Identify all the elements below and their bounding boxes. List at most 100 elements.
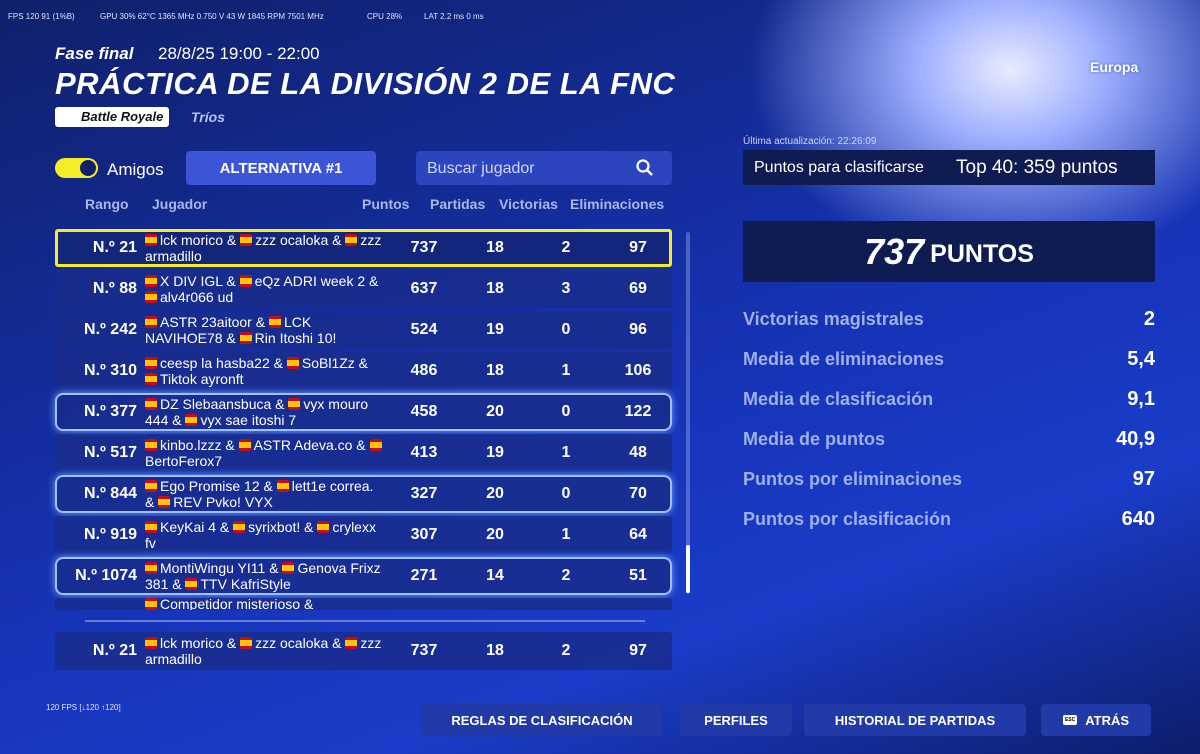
button-label: HISTORIAL DE PARTIDAS	[834, 712, 996, 728]
column-header: Victorias	[499, 196, 558, 212]
wins: 0	[561, 403, 571, 420]
footer-button[interactable]: PERFILES	[680, 704, 792, 736]
flag	[185, 414, 198, 426]
stat-value: 640	[1121, 508, 1155, 530]
points: 271	[410, 567, 438, 584]
player-name: syrixbot! &	[248, 519, 314, 535]
stat-label: Media de clasificación	[743, 389, 934, 409]
qualify-value: Top 40: 359 puntos	[956, 157, 1118, 178]
mode: Battle Royale	[81, 109, 164, 124]
column-header: Eliminaciones	[570, 196, 665, 212]
rank: N.º 377	[84, 403, 137, 420]
player-name: Tiktok ayronft	[160, 371, 244, 387]
leaderboard-row[interactable]: N.º 21 lck morico & zzz ocaloka & zzz arm…	[55, 229, 672, 267]
friends-toggle[interactable]	[55, 158, 98, 178]
player-name: kinbo.lzzz &	[160, 437, 235, 453]
search-box[interactable]: Buscar jugador	[416, 151, 672, 185]
player-name: MontiWingu YI11 &	[160, 560, 279, 576]
elims: 64	[629, 526, 647, 543]
rank: N.º 310	[84, 362, 137, 379]
flag	[282, 562, 295, 574]
player-name: crylexx fv	[145, 519, 376, 551]
players: Competidor misterioso &	[145, 598, 385, 610]
player-name: BertoFerox7	[145, 453, 223, 469]
flag	[145, 562, 157, 574]
stat-value: 97	[1132, 468, 1155, 490]
wins: 2	[561, 239, 571, 256]
rank: N.º 88	[92, 280, 137, 297]
leaderboard-row[interactable]: N.º 377 DZ Slebaansbuca & vyx mouro 444 &…	[55, 393, 672, 431]
flag	[233, 521, 246, 533]
stat-value: 5,4	[1127, 348, 1155, 370]
points-unit: PUNTOS	[930, 240, 1034, 268]
flag	[238, 439, 251, 451]
rank: N.º 919	[84, 526, 137, 543]
leaderboard-row[interactable]: N.º 919 KeyKai 4 & syrixbot! & crylexx fv…	[55, 516, 672, 554]
scrollbar[interactable]	[686, 232, 690, 594]
leaderboard-row[interactable]: Competidor misterioso &	[55, 598, 672, 610]
flag	[345, 234, 358, 246]
wins: 0	[561, 485, 571, 502]
flag	[145, 598, 157, 610]
player-name: lett1e correa. &	[145, 478, 374, 510]
flag	[369, 439, 382, 451]
leaderboard-row[interactable]: N.º 21 lck morico & zzz ocaloka & zzz arm…	[55, 632, 672, 670]
footer-button[interactable]: REGLAS DE CLASIFICACIÓN	[421, 704, 663, 736]
leaderboard-row[interactable]: N.º 517 kinbo.lzzz & ASTR Adeva.co & Bert…	[55, 434, 672, 472]
player-name: zzz ocaloka &	[255, 232, 342, 248]
elims: 96	[629, 321, 647, 338]
fps-bottom: 120 FPS [↓120 ↑120]	[46, 703, 121, 712]
button-label: PERFILES	[704, 712, 768, 728]
players: lck morico & zzz ocaloka & zzz armadillo	[145, 635, 385, 667]
leaderboard-row[interactable]: N.º 844 Ego Promise 12 & lett1e correa. &…	[55, 475, 672, 513]
last-update: Última actualización: 22:26:09	[743, 136, 877, 147]
elims: 51	[629, 567, 647, 584]
player-name: zzz armadillo	[145, 232, 382, 264]
row-content: N.º 242 ASTR 23aitoor & LCK NAVIHOE78 & R…	[55, 311, 672, 349]
rank: N.º 21	[92, 642, 137, 659]
players: X DIV IGL & eQz ADRI week 2 & alv4r066 u…	[145, 273, 385, 305]
footer-button[interactable]: HISTORIAL DE PARTIDAS	[804, 704, 1026, 736]
elims: 97	[629, 642, 647, 659]
matches: 19	[486, 321, 504, 338]
points: 737	[410, 642, 438, 659]
rank: N.º 517	[84, 444, 137, 461]
points: 327	[410, 485, 438, 502]
tab-label: ALTERNATIVA #1	[219, 159, 343, 177]
flag	[239, 332, 252, 344]
leaderboard-row[interactable]: N.º 1074 MontiWingu YI11 & Genova Frixz 3…	[55, 557, 672, 595]
points: 458	[410, 403, 438, 420]
points: 637	[410, 280, 438, 297]
players: Ego Promise 12 & lett1e correa. & REV Pv…	[145, 478, 385, 510]
flag	[145, 373, 157, 385]
phase: Fase final	[55, 44, 134, 63]
footer-button[interactable]: ESC ATRÁS	[1041, 704, 1151, 736]
leaderboard-row[interactable]: N.º 88 X DIV IGL & eQz ADRI week 2 & alv4…	[55, 270, 672, 308]
elims: 70	[629, 485, 647, 502]
flag	[345, 637, 358, 649]
row-content: N.º 919 KeyKai 4 & syrixbot! & crylexx fv…	[55, 516, 672, 554]
divider	[85, 620, 645, 622]
player-name: alv4r066 ud	[160, 289, 234, 305]
points: 524	[410, 321, 438, 338]
points: 486	[410, 362, 438, 379]
player-name: Rin Itoshi 10!	[254, 330, 337, 346]
flag	[317, 521, 330, 533]
qualify-label: Puntos para clasificarse	[754, 159, 924, 176]
flag	[145, 234, 157, 246]
flag	[239, 275, 252, 287]
row-content: N.º 21 lck morico & zzz ocaloka & zzz arm…	[55, 632, 672, 670]
elims: 97	[629, 239, 647, 256]
tab[interactable]: ALTERNATIVA #1	[186, 151, 376, 185]
row-content: N.º 21 lck morico & zzz ocaloka & zzz arm…	[55, 229, 672, 267]
leaderboard-row[interactable]: N.º 242 ASTR 23aitoor & LCK NAVIHOE78 & R…	[55, 311, 672, 349]
leaderboard-row[interactable]: N.º 310 ceesp la hasba22 & SoBl1Zz & Tikt…	[55, 352, 672, 390]
player-name: Genova Frixz 381 &	[145, 560, 381, 592]
flag	[288, 398, 301, 410]
matches: 18	[486, 642, 504, 659]
mode-badge: Battle Royale	[55, 107, 170, 127]
fps-stat: FPS 120 91 (1%B)	[8, 12, 75, 21]
points: 307	[410, 526, 438, 543]
players: ASTR 23aitoor & LCK NAVIHOE78 & Rin Itos…	[145, 314, 385, 346]
button-label: REGLAS DE CLASIFICACIÓN	[451, 712, 633, 728]
